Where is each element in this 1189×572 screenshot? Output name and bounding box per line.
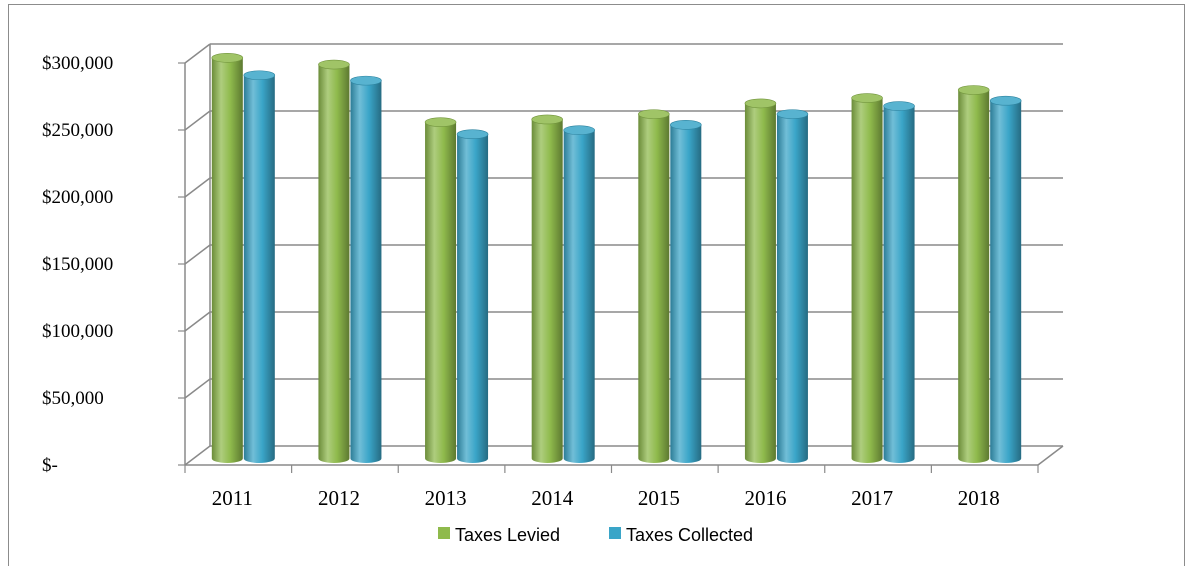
legend-item-taxes-levied: Taxes Levied (438, 525, 560, 545)
gridline-side (184, 445, 211, 466)
y-tick-label: $100,000 (42, 321, 113, 342)
tick-labels: $- $50,000 $100,000 $150,000 $200,000 $250,00… (42, 53, 1000, 510)
gridline-side (184, 311, 211, 332)
x-tick-label: 2016 (744, 486, 786, 510)
bar-taxes-levied-2018 (957, 85, 990, 464)
x-tick-label: 2015 (638, 486, 680, 510)
axes (178, 44, 1064, 473)
bar-taxes-levied-2017 (851, 93, 883, 464)
gridline-side (184, 110, 211, 131)
bar-taxes-levied-2016 (744, 98, 777, 464)
legend-swatch (438, 527, 450, 539)
gridline-side (184, 244, 211, 265)
legend-label: Taxes Levied (455, 525, 560, 545)
bars (211, 53, 1022, 464)
y-tick-label: $150,000 (42, 254, 113, 275)
gridline-side (184, 177, 211, 198)
bar-taxes-collected-2016 (776, 109, 809, 464)
bar-taxes-collected-2015 (670, 120, 702, 464)
bar-taxes-collected-2017 (883, 101, 915, 464)
bar-taxes-collected-2014 (563, 125, 595, 464)
legend-item-taxes-collected: Taxes Collected (609, 525, 753, 545)
bar-taxes-levied-2012 (318, 59, 350, 464)
bar-taxes-collected-2013 (456, 129, 489, 464)
y-tick-label: $250,000 (42, 120, 113, 141)
bar-taxes-levied-2015 (638, 109, 670, 464)
legend-swatch (609, 527, 621, 539)
bar-taxes-levied-2011 (211, 53, 244, 464)
floor-right-edge (1037, 445, 1064, 466)
bar-taxes-collected-2018 (989, 95, 1022, 464)
bar-taxes-levied-2013 (424, 117, 457, 464)
gridline-side (184, 43, 211, 64)
x-tick-label: 2017 (851, 486, 893, 510)
bar-taxes-levied-2014 (531, 114, 563, 464)
x-tick-label: 2013 (425, 486, 467, 510)
y-tick-label: $200,000 (42, 187, 113, 208)
bar-taxes-collected-2011 (243, 70, 276, 463)
y-tick-label: $50,000 (42, 388, 104, 409)
legend-label: Taxes Collected (626, 525, 753, 545)
y-tick-label: $300,000 (42, 53, 113, 74)
x-tick-label: 2018 (958, 486, 1000, 510)
x-tick-label: 2014 (531, 486, 574, 510)
x-tick-label: 2011 (212, 486, 253, 510)
x-tick-label: 2012 (318, 486, 360, 510)
gridline-side (184, 378, 211, 399)
bar-taxes-collected-2012 (350, 75, 382, 464)
gridlines (184, 43, 1063, 466)
y-tick-label: $- (42, 455, 58, 476)
legend: Taxes Levied Taxes Collected (438, 525, 753, 545)
